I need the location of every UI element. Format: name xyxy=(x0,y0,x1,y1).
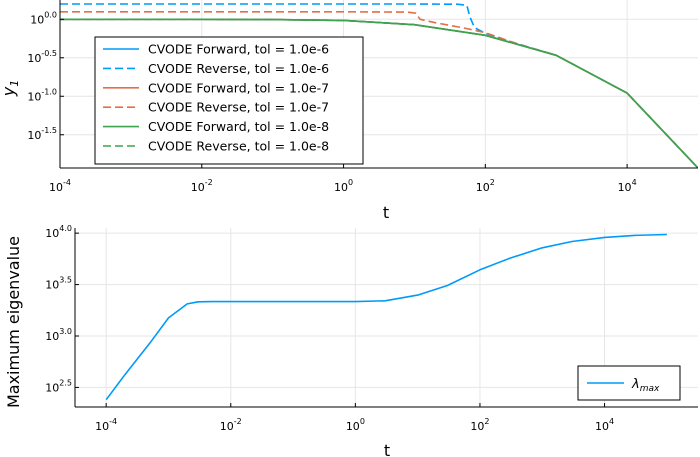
bottom-y-tick-label: 102.5 xyxy=(45,378,72,394)
top-x-tick-label: 10-4 xyxy=(49,178,71,194)
top-plot: 10-4 10-2 100 102 104 100.010-0.510-1.010-1.… xyxy=(0,0,698,222)
top-x-tick-label: 10-2 xyxy=(191,178,213,194)
tick-exponent: 4.0 xyxy=(59,224,72,233)
tick-base: 10 xyxy=(191,181,205,194)
top-legend-label: CVODE Reverse, tol = 1.0e-8 xyxy=(148,139,329,154)
tick-exponent: -1.0 xyxy=(41,87,57,96)
tick-base: 10 xyxy=(45,330,59,343)
tick-exponent: 2.5 xyxy=(59,378,72,387)
bottom-x-axis-label: t xyxy=(384,441,390,457)
tick-exponent: 2 xyxy=(484,417,489,426)
bottom-x-tick-label: 100 xyxy=(346,417,365,433)
bottom-y-tick-label: 104.0 xyxy=(45,224,72,240)
tick-exponent: -2 xyxy=(205,178,213,187)
tick-base: 10 xyxy=(334,181,348,194)
top-x-axis-label: t xyxy=(383,203,389,222)
top-y-tick-label: 10-1.5 xyxy=(27,126,57,142)
tick-base: 10 xyxy=(45,381,59,394)
top-legend-label: CVODE Reverse, tol = 1.0e-6 xyxy=(148,61,329,76)
top-legend-box xyxy=(94,36,364,165)
tick-exponent: 4 xyxy=(609,417,614,426)
tick-exponent: 0 xyxy=(360,417,365,426)
tick-base: 10 xyxy=(45,227,59,240)
tick-base: 10 xyxy=(27,129,41,142)
bottom-series-group xyxy=(105,233,667,401)
top-x-tick-label: 100 xyxy=(334,178,353,194)
top-y-tick-label: 100.0 xyxy=(30,10,57,26)
tick-exponent: 3.5 xyxy=(59,276,72,285)
top-legend-label: CVODE Reverse, tol = 1.0e-7 xyxy=(148,100,329,115)
top-x-tick-label: 104 xyxy=(618,178,637,194)
bottom-y-axis-label: Maximum eigenvalue xyxy=(4,236,23,408)
bottom-x-tick-label: 10-4 xyxy=(95,417,117,433)
top-y-ticks: 100.010-0.510-1.010-1.5 xyxy=(27,10,64,142)
bottom-legend-label: λmax xyxy=(631,377,660,394)
top-legend-label: CVODE Forward, tol = 1.0e-7 xyxy=(148,80,329,95)
top-y-tick-label: 10-0.5 xyxy=(27,49,57,65)
tick-exponent: 0 xyxy=(348,178,353,187)
top-x-ticks: 10-4 10-2 100 102 104 xyxy=(49,164,637,194)
tick-exponent: -4 xyxy=(63,178,71,187)
top-x-tick-label: 102 xyxy=(476,178,495,194)
top-series-line-6 xyxy=(60,18,698,168)
legend-label-base: λ xyxy=(631,377,640,392)
top-y-tick-label: 10-1.0 xyxy=(27,87,57,103)
tick-base: 10 xyxy=(27,90,41,103)
tick-base: 10 xyxy=(30,13,44,26)
tick-exponent: 3.0 xyxy=(59,327,72,336)
tick-base: 10 xyxy=(618,181,632,194)
tick-exponent: 0.0 xyxy=(44,10,57,19)
tick-exponent: 4 xyxy=(632,178,637,187)
tick-exponent: 2 xyxy=(490,178,495,187)
tick-base: 10 xyxy=(346,420,360,433)
bottom-x-tick-label: 102 xyxy=(470,417,489,433)
bottom-legend: λmax xyxy=(577,365,681,401)
tick-base: 10 xyxy=(27,52,41,65)
top-y-axis-label: y1 xyxy=(0,80,21,97)
legend-label-sub: max xyxy=(640,384,660,394)
bottom-series-line-1 xyxy=(105,233,667,401)
top-series-group xyxy=(60,3,698,168)
top-legend-label: CVODE Forward, tol = 1.0e-8 xyxy=(148,119,329,134)
tick-base: 10 xyxy=(470,420,484,433)
tick-base: 10 xyxy=(49,181,63,194)
tick-exponent: -4 xyxy=(109,417,117,426)
tick-base: 10 xyxy=(45,279,59,292)
tick-exponent: -1.5 xyxy=(41,126,57,135)
bottom-x-tick-label: 104 xyxy=(595,417,614,433)
top-y-axis-label-sub: 1 xyxy=(8,80,21,87)
tick-base: 10 xyxy=(220,420,234,433)
tick-base: 10 xyxy=(95,420,109,433)
bottom-x-tick-label: 10-2 xyxy=(220,417,242,433)
tick-base: 10 xyxy=(595,420,609,433)
bottom-y-tick-label: 103.0 xyxy=(45,327,72,343)
tick-exponent: -2 xyxy=(234,417,242,426)
tick-base: 10 xyxy=(476,181,490,194)
bottom-y-tick-label: 103.5 xyxy=(45,276,72,292)
bottom-x-ticks: 10-4 10-2 100 102 104 xyxy=(95,403,614,433)
top-legend: CVODE Forward, tol = 1.0e-6 CVODE Reverse… xyxy=(94,36,364,165)
top-legend-label: CVODE Forward, tol = 1.0e-6 xyxy=(148,42,329,57)
tick-exponent: -0.5 xyxy=(41,49,57,58)
